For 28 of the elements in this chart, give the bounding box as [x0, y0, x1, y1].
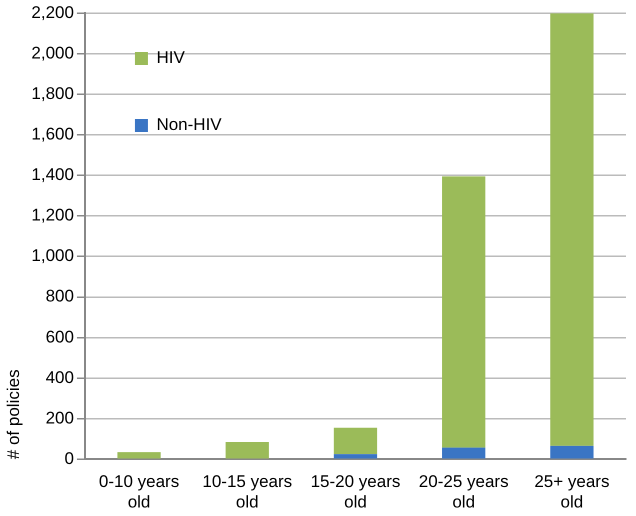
x-tick-label: 20-25 years old [418, 472, 509, 512]
x-tick-label: 0-10 years old [98, 472, 180, 512]
y-axis-title: # of policies [4, 369, 23, 460]
y-tick-label: 200 [46, 408, 74, 428]
y-tick-label: 1,600 [31, 124, 74, 144]
bar [117, 452, 161, 458]
x-tick-label: 15-20 years old [310, 472, 400, 512]
y-tick-label: 1,800 [31, 84, 74, 103]
bar [334, 454, 378, 458]
y-tick-label: 1,200 [31, 206, 74, 225]
y-tick-label: 400 [46, 368, 74, 387]
legend-label: Non-HIV [156, 115, 222, 134]
x-tick-label: 25+ years old [534, 472, 610, 512]
y-tick-label: 1,400 [31, 165, 74, 184]
y-tick-label: 600 [46, 327, 74, 346]
bar [550, 446, 594, 458]
bar [442, 448, 486, 458]
bar [226, 442, 269, 458]
y-tick-label: 0 [64, 448, 74, 468]
bar [442, 176, 486, 448]
y-tick-label: 800 [46, 286, 74, 306]
bar [334, 428, 378, 454]
bar [550, 13, 594, 446]
y-tick-label: 1,000 [31, 246, 74, 266]
x-tick-label: 10-15 years old [202, 472, 292, 512]
y-tick-label: 2,200 [31, 2, 74, 22]
y-tick-label: 2,000 [31, 43, 74, 62]
legend-label: HIV [156, 48, 186, 68]
